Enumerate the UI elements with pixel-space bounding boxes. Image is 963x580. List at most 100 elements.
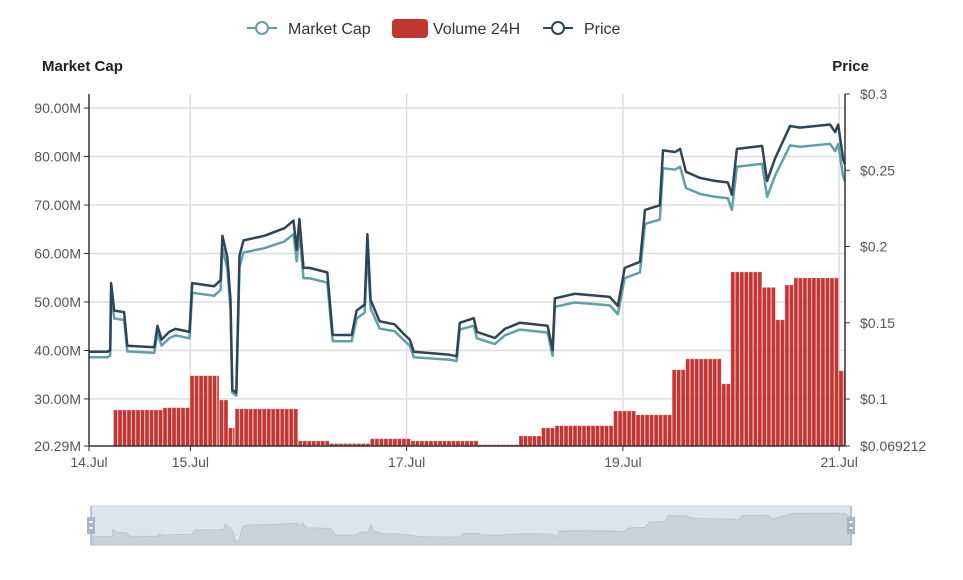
volume-bar — [712, 358, 717, 447]
volume-bar — [600, 425, 605, 447]
left-axis-tick-label: 60.00M — [34, 245, 81, 261]
volume-bar — [185, 407, 190, 447]
volume-bar — [532, 435, 537, 447]
volume-bar — [370, 438, 375, 447]
handle-grip-icon — [87, 517, 95, 534]
volume-bar — [136, 409, 141, 447]
right-axis-tick-label: $0.2 — [860, 239, 887, 255]
volume-bar — [807, 277, 812, 447]
data-zoom-handle-right[interactable] — [847, 506, 855, 545]
volume-bar — [127, 409, 132, 447]
volume-bar — [406, 438, 411, 447]
volume-bar — [379, 438, 384, 447]
legend-item-market-cap[interactable]: Market Cap — [247, 21, 371, 38]
legend-price-icon — [551, 21, 565, 35]
volume-bar — [789, 284, 794, 447]
volume-bar — [293, 408, 298, 447]
volume-bar — [802, 277, 807, 447]
volume-bar — [703, 358, 708, 447]
volume-bar — [726, 383, 731, 447]
volume-bar — [519, 435, 523, 447]
handle-grip-mark — [89, 521, 93, 523]
volume-bar — [154, 409, 159, 447]
volume-bar — [253, 408, 258, 447]
left-axis-tick-label: 70.00M — [34, 197, 81, 213]
volume-bar — [730, 271, 735, 447]
volume-bar — [798, 277, 803, 447]
volume-bar — [208, 375, 213, 447]
volume-bar — [232, 427, 235, 447]
right-axis-name: Price — [832, 58, 869, 75]
left-axis-tick-label: 90.00M — [34, 100, 81, 116]
volume-bar — [604, 425, 609, 447]
x-axis-tick-label: 17.Jul — [388, 454, 425, 470]
volume-bar — [559, 425, 564, 447]
volume-bar — [613, 410, 618, 447]
left-axis-tick-label: 30.00M — [34, 391, 81, 407]
volume-bar — [645, 414, 650, 447]
right-axis-tick-label: $0.25 — [860, 162, 895, 178]
volume-bar — [667, 414, 672, 447]
right-axis-tick-label: $0.3 — [860, 86, 887, 102]
volume-bar — [649, 414, 654, 447]
volume-bar — [690, 358, 695, 447]
volume-bar — [401, 438, 406, 447]
price-line — [89, 123, 847, 395]
volume-bar — [167, 407, 172, 447]
volume-bar — [212, 375, 217, 447]
volume-bar — [708, 358, 713, 447]
volume-bar — [582, 425, 587, 447]
volume-bar — [194, 375, 199, 447]
legend-market-cap-label: Market Cap — [288, 21, 371, 38]
volume-bar — [140, 409, 145, 447]
volume-bar — [383, 438, 388, 447]
legend-item-volume[interactable]: Volume 24H — [392, 19, 520, 38]
volume-bar — [145, 409, 150, 447]
volume-bar — [834, 277, 839, 447]
right-axis-tick-label: $0.1 — [860, 391, 887, 407]
volume-bar — [555, 425, 560, 447]
volume-bar — [825, 277, 830, 447]
volume-bar — [753, 271, 758, 447]
volume-bar — [203, 375, 208, 447]
volume-bar — [131, 409, 136, 447]
volume-bar — [199, 375, 204, 447]
volume-bar — [271, 408, 276, 447]
data-zoom-slider[interactable] — [87, 505, 855, 546]
volume-bar — [158, 409, 163, 447]
volume-bar — [248, 408, 253, 447]
volume-bar — [627, 410, 632, 447]
volume-bar — [374, 438, 379, 447]
legend-market-cap-icon — [255, 21, 269, 35]
volume-bar — [654, 414, 659, 447]
volume-bar — [829, 277, 834, 447]
volume-bar — [546, 427, 550, 447]
volume-bar — [568, 425, 573, 447]
volume-bar — [122, 409, 127, 447]
volume-bar — [289, 408, 294, 447]
volume-bar — [595, 425, 600, 447]
volume-bar — [591, 425, 596, 447]
handle-grip-mark — [89, 527, 93, 529]
left-axis-tick-label: 80.00M — [34, 149, 81, 165]
volume-bar — [113, 409, 118, 447]
axes: 20.29M 30.00M 40.00M 50.00M 60.00M 70.00M 80.0… — [34, 86, 926, 470]
legend-volume-icon — [392, 19, 428, 38]
volume-bar — [528, 435, 532, 447]
volume-bar — [735, 271, 740, 447]
volume-bar — [235, 408, 240, 447]
volume-bar — [172, 407, 177, 447]
volume-bar — [573, 425, 578, 447]
legend-item-price[interactable]: Price — [543, 21, 621, 38]
volume-bar — [717, 358, 722, 447]
volume-bar — [217, 375, 219, 447]
volume-bar — [537, 435, 541, 447]
volume-bar — [811, 277, 816, 447]
volume-bar — [275, 408, 280, 447]
legend-volume-label: Volume 24H — [433, 21, 520, 38]
data-zoom-handle-left[interactable] — [87, 506, 95, 545]
volume-bar — [681, 369, 686, 447]
volume-bar — [176, 407, 181, 447]
volume-bar — [618, 410, 623, 447]
